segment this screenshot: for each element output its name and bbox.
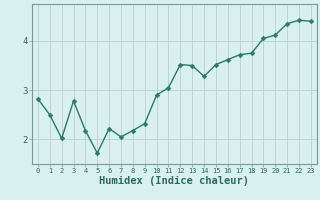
X-axis label: Humidex (Indice chaleur): Humidex (Indice chaleur) bbox=[100, 176, 249, 186]
